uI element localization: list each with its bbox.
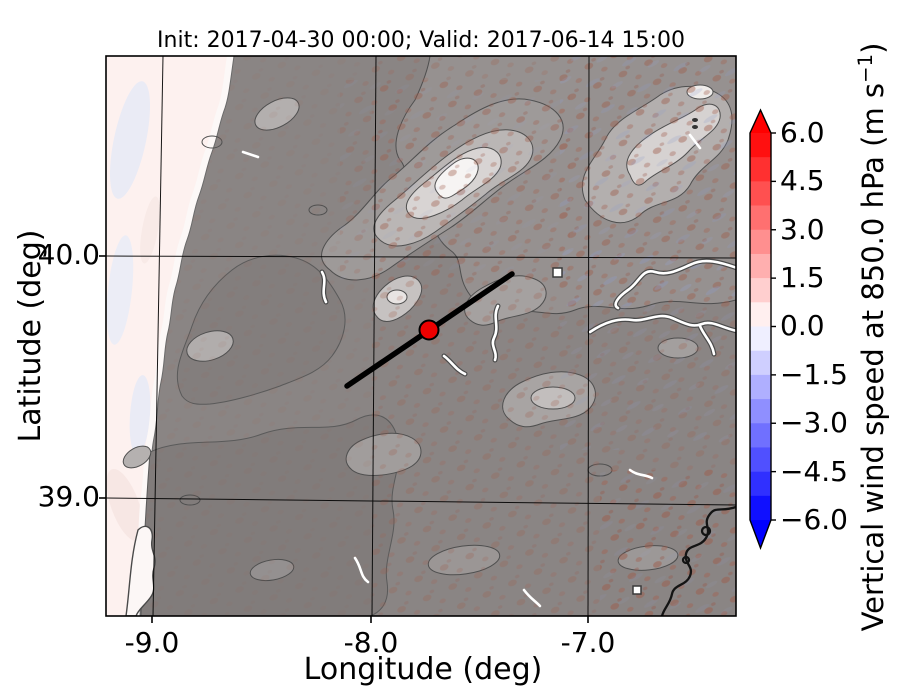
colorbar-over-arrow xyxy=(750,110,771,133)
gridlines xyxy=(106,56,736,616)
colorbar-segments xyxy=(750,133,771,520)
axis-ticks xyxy=(99,255,589,623)
wind-speckle-field xyxy=(140,56,736,616)
cb-tick-4_5: 4.5 xyxy=(780,164,825,197)
y-tick-label-40: 40.0 xyxy=(37,238,100,271)
cb-tick-0: 0.0 xyxy=(780,309,825,342)
colorbar-label-superscript: −1 xyxy=(854,53,878,83)
x-tick-label--8: -8.0 xyxy=(343,626,399,659)
cb-tick-6: 6.0 xyxy=(780,116,825,149)
cb-tick--4_5: −4.5 xyxy=(780,455,848,488)
y-tick-label-39: 39.0 xyxy=(37,480,100,513)
colorbar-under-arrow xyxy=(750,520,771,548)
x-axis-label: Longitude (deg) xyxy=(303,652,543,687)
colorbar-label: Vertical wind speed at 850.0 hPa (m s−1) xyxy=(854,42,890,632)
gridline-lon-9 xyxy=(152,56,164,616)
map-frame xyxy=(105,55,737,617)
colorbar-label-main: Vertical wind speed at 850.0 hPa (m s xyxy=(855,82,890,632)
ocean-streaks xyxy=(106,81,160,542)
small-water-squares xyxy=(552,118,698,595)
cb-tick-3: 3.0 xyxy=(780,213,825,246)
colorbar-ticks-marks xyxy=(771,132,776,521)
x-tick-label--9: -9.0 xyxy=(124,626,180,659)
cb-tick--6: −6.0 xyxy=(780,503,848,536)
cb-tick-1_5: 1.5 xyxy=(780,261,825,294)
gridline-lat-40 xyxy=(106,255,736,259)
country-border xyxy=(660,505,736,616)
station-marker xyxy=(418,319,440,341)
y-axis-label: Latitude (deg) xyxy=(13,229,48,443)
cb-tick--1_5: −1.5 xyxy=(780,358,848,391)
colorbar-label-close: ) xyxy=(855,42,890,54)
gridline-lon-8 xyxy=(371,56,377,616)
rivers xyxy=(125,133,736,616)
colorbar xyxy=(749,108,776,550)
map-area xyxy=(106,56,736,616)
plot-title: Init: 2017-04-30 00:00; Valid: 2017-06-1… xyxy=(157,28,685,53)
gridline-lat-39 xyxy=(106,497,736,506)
gridline-lon-7 xyxy=(587,56,590,616)
x-tick-label--7: -7.0 xyxy=(560,626,616,659)
cb-tick--3: −3.0 xyxy=(780,406,848,439)
